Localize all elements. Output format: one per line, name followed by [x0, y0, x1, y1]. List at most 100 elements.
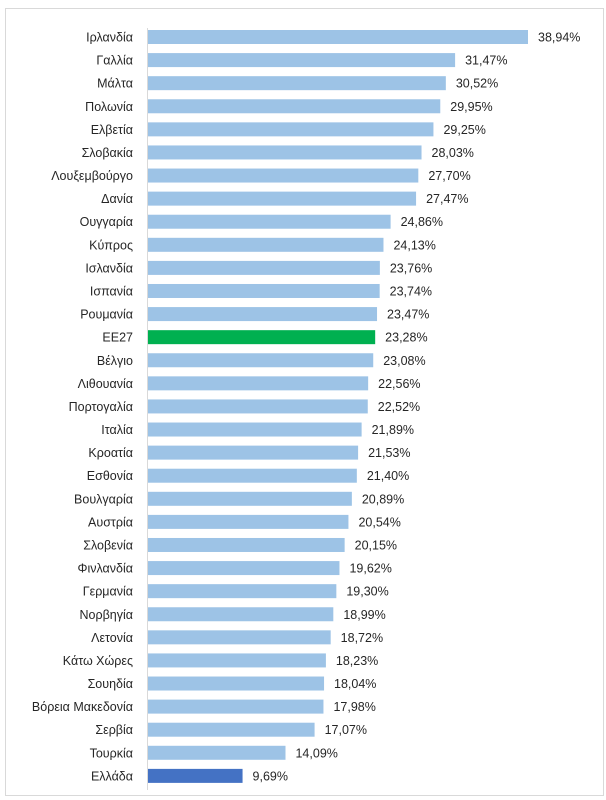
bar	[148, 76, 446, 91]
bar	[148, 353, 374, 368]
value-label: 38,94%	[538, 31, 580, 45]
bar	[148, 376, 369, 391]
category-label: Γερμανία	[83, 585, 133, 599]
value-label: 23,76%	[390, 261, 432, 275]
value-label: 23,47%	[387, 308, 429, 322]
category-label: Πορτογαλία	[69, 400, 133, 414]
category-label: Αυστρία	[88, 515, 133, 529]
value-label: 21,40%	[367, 469, 409, 483]
bar	[148, 491, 352, 506]
bar	[148, 191, 417, 206]
category-label: Ρουμανία	[80, 308, 133, 322]
value-label: 27,47%	[426, 192, 468, 206]
category-label: Ουγγαρία	[80, 215, 133, 229]
category-label: Λουξεμβούργο	[51, 169, 133, 183]
value-label: 22,56%	[378, 377, 420, 391]
value-label: 9,69%	[253, 769, 288, 783]
category-label: Σλοβενία	[83, 538, 133, 552]
category-label: Ισλανδία	[85, 261, 133, 275]
bar	[148, 99, 441, 114]
value-label: 24,86%	[401, 215, 443, 229]
bar	[148, 53, 456, 68]
value-label: 18,23%	[336, 654, 378, 668]
value-label: 29,25%	[443, 123, 485, 137]
bar	[148, 168, 419, 183]
bar	[148, 722, 315, 737]
category-label: Σλοβακία	[82, 146, 133, 160]
bar	[148, 307, 378, 322]
value-label: 20,89%	[362, 492, 404, 506]
category-label: Κάτω Χώρες	[63, 654, 133, 668]
bar	[148, 283, 380, 298]
category-label: Ελβετία	[91, 123, 133, 137]
bar	[148, 422, 362, 437]
value-label: 21,89%	[372, 423, 414, 437]
bar	[148, 330, 376, 345]
category-label: Εσθονία	[87, 469, 133, 483]
value-label: 28,03%	[432, 146, 474, 160]
bar	[148, 122, 434, 137]
category-label: Λετονία	[91, 631, 133, 645]
value-label: 30,52%	[456, 77, 498, 91]
value-label: 17,98%	[333, 700, 375, 714]
value-label: 18,04%	[334, 677, 376, 691]
category-label: Δανία	[101, 192, 133, 206]
category-label: Ελλάδα	[91, 769, 133, 783]
bar	[148, 584, 337, 599]
category-label: Βουλγαρία	[74, 492, 133, 506]
bar	[148, 768, 243, 783]
value-label: 17,07%	[325, 723, 367, 737]
value-label: 20,15%	[355, 538, 397, 552]
value-label: 23,08%	[383, 354, 425, 368]
category-label: Κροατία	[88, 446, 133, 460]
category-label: Κύπρος	[89, 238, 133, 252]
category-label: Σερβία	[95, 723, 133, 737]
value-label: 31,47%	[465, 54, 507, 68]
category-label: Τουρκία	[90, 746, 133, 760]
bar	[148, 445, 359, 460]
value-label: 14,09%	[295, 746, 337, 760]
bar	[148, 214, 391, 229]
bar	[148, 237, 384, 252]
value-label: 23,28%	[385, 331, 427, 345]
bar	[148, 745, 286, 760]
category-label: Ιταλία	[101, 423, 133, 437]
value-label: 23,74%	[390, 284, 432, 298]
category-label: ΕΕ27	[102, 331, 133, 345]
value-label: 18,99%	[343, 608, 385, 622]
category-label: Νορβηγία	[80, 608, 134, 622]
category-label: Βέλγιο	[97, 354, 133, 368]
value-label: 22,52%	[378, 400, 420, 414]
category-label: Γαλλία	[96, 54, 133, 68]
bar	[148, 630, 331, 645]
category-label: Σουηδία	[88, 677, 133, 691]
value-label: 19,30%	[346, 585, 388, 599]
category-label: Φινλανδία	[78, 562, 134, 576]
bar	[148, 699, 324, 714]
bar	[148, 145, 422, 160]
bar	[148, 514, 349, 529]
category-label: Βόρεια Μακεδονία	[32, 700, 133, 714]
value-label: 19,62%	[349, 562, 391, 576]
category-label: Ιρλανδία	[86, 31, 133, 45]
value-label: 21,53%	[368, 446, 410, 460]
category-label: Μάλτα	[97, 77, 133, 91]
value-label: 29,95%	[450, 100, 492, 114]
value-label: 20,54%	[358, 515, 400, 529]
bar	[148, 607, 334, 622]
category-label: Πολωνία	[85, 100, 133, 114]
bar	[148, 537, 345, 552]
bar	[148, 653, 326, 668]
bar	[148, 399, 368, 414]
category-label: Λιθουανία	[78, 377, 133, 391]
value-label: 18,72%	[341, 631, 383, 645]
value-label: 24,13%	[393, 238, 435, 252]
bar	[148, 30, 528, 44]
bar	[148, 676, 325, 691]
bar	[148, 468, 357, 483]
bar	[148, 260, 380, 275]
value-label: 27,70%	[428, 169, 470, 183]
bar	[148, 561, 340, 576]
category-label: Ισπανία	[90, 284, 133, 298]
